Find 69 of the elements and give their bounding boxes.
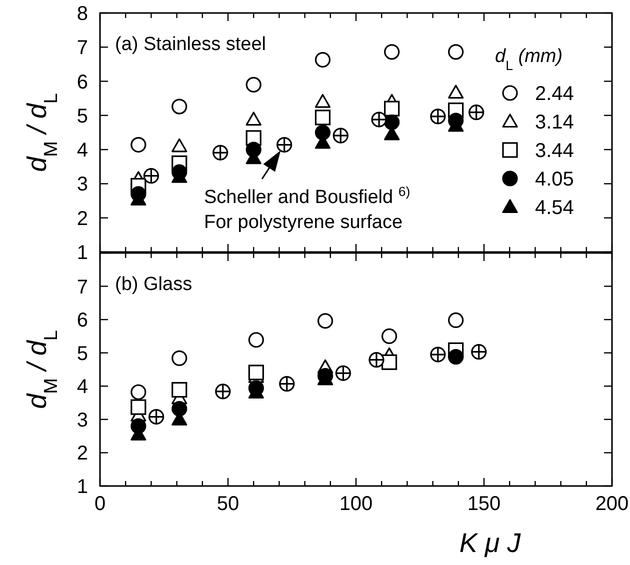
x-tick-label: 200 <box>595 493 629 515</box>
point <box>130 384 146 400</box>
text: (a) Stainless steel <box>115 34 266 55</box>
y-tick-label: 8 <box>76 3 88 25</box>
point <box>279 376 295 392</box>
y-tick-label: 5 <box>76 342 88 365</box>
point <box>314 94 331 108</box>
y-tick-label: 5 <box>76 105 88 128</box>
y-tick-label: 4 <box>76 376 88 398</box>
point <box>143 168 159 184</box>
point <box>248 332 264 348</box>
legend-title: d$_{L}$ (mm) <box>495 46 563 72</box>
point <box>212 144 228 160</box>
point <box>448 349 464 365</box>
x-tick-label: 150 <box>467 493 501 515</box>
point <box>172 400 188 417</box>
y-tick-label: 7 <box>76 37 88 60</box>
point <box>314 110 331 126</box>
x-tick-label: 0 <box>94 493 106 515</box>
text: (b) Glass <box>115 274 192 295</box>
y-tick-label: 4 <box>76 140 88 162</box>
point <box>384 44 400 60</box>
point <box>314 124 331 140</box>
point <box>246 76 262 92</box>
annotation: Scheller and Bousfield $^{6)}$ For polystyrene surface <box>204 184 410 233</box>
point <box>368 352 384 368</box>
point <box>248 364 264 380</box>
y-tick-label: 1 <box>76 242 88 264</box>
y-tick-label: 2 <box>76 442 88 465</box>
point <box>215 384 231 400</box>
y-tick-label: 2 <box>76 208 88 230</box>
point <box>335 365 351 381</box>
legend-label: 3.44 <box>535 140 574 162</box>
point <box>172 138 188 152</box>
point <box>314 52 331 68</box>
point <box>130 399 146 415</box>
x-tick-label: 50 <box>216 493 240 515</box>
point <box>381 328 398 344</box>
point <box>430 346 446 362</box>
x-tick-label: 100 <box>339 493 373 515</box>
point <box>448 312 464 328</box>
y-tick-label: 7 <box>76 276 88 298</box>
legend-label: 2.44 <box>535 83 574 105</box>
point <box>381 354 398 370</box>
point <box>317 313 334 329</box>
point <box>448 44 464 60</box>
legend-label: 4.05 <box>535 168 574 190</box>
y-tick-label: 6 <box>76 310 88 332</box>
point <box>148 408 164 425</box>
point <box>384 100 400 116</box>
point <box>130 136 146 153</box>
point <box>468 104 484 120</box>
point <box>172 98 188 114</box>
point <box>448 84 464 99</box>
point <box>172 382 188 398</box>
y-tick-label: 6 <box>76 71 88 94</box>
point <box>471 344 487 360</box>
y-tick-label: 3 <box>76 174 88 196</box>
x-axis-title: K μ J <box>459 528 522 558</box>
legend-label: 4.54 <box>535 197 574 219</box>
point <box>246 112 262 126</box>
y-tick-label: 3 <box>76 409 88 432</box>
point <box>430 108 446 124</box>
point <box>371 112 387 128</box>
legend-label: 3.14 <box>535 112 574 134</box>
point <box>276 136 292 153</box>
y-tick-label: 1 <box>76 476 88 498</box>
point <box>172 350 188 366</box>
point <box>332 128 348 144</box>
